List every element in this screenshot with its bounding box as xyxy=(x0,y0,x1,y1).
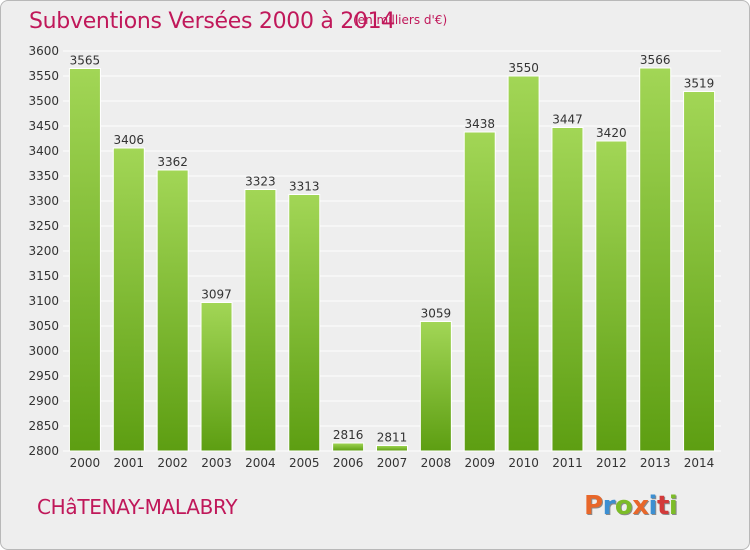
y-tick-label: 2950 xyxy=(28,369,59,383)
y-tick-label: 3150 xyxy=(28,269,59,283)
y-tick-label: 3100 xyxy=(28,294,59,308)
y-tick-label: 3200 xyxy=(28,244,59,258)
x-tick-label-2009: 2009 xyxy=(464,456,495,470)
y-tick-label: 2900 xyxy=(28,394,59,408)
bar-2009 xyxy=(463,131,496,452)
bar-2003 xyxy=(200,302,233,452)
bar-2010 xyxy=(507,75,540,452)
x-tick-label-2008: 2008 xyxy=(421,456,452,470)
bar-2002 xyxy=(156,169,189,452)
bar-2006 xyxy=(332,442,365,452)
bar-2005 xyxy=(288,194,321,452)
value-label-2000: 3565 xyxy=(70,54,101,68)
value-label-2013: 3566 xyxy=(640,53,671,67)
y-tick-label: 2850 xyxy=(28,419,59,433)
x-tick-label-2005: 2005 xyxy=(289,456,320,470)
commune-name: CHâTENAY-MALABRY xyxy=(37,495,238,519)
logo-letter: t xyxy=(656,491,669,521)
x-tick-label-2007: 2007 xyxy=(377,456,408,470)
logo-letter: i xyxy=(668,491,678,521)
bar-2014 xyxy=(683,91,716,452)
y-tick-label: 3300 xyxy=(28,194,59,208)
value-label-2004: 3323 xyxy=(245,175,276,189)
y-tick-label: 3050 xyxy=(28,319,59,333)
y-axis-ticks: 2800 2850 2900 2950 3000 3050 3100 3150 3200 3250… xyxy=(28,44,59,458)
proxiti-logo: Proxiti xyxy=(584,491,678,521)
bar-2011 xyxy=(551,127,584,452)
value-label-2012: 3420 xyxy=(596,126,627,140)
x-axis-ticks: 2000 2001 2002 2003 2004 2005 2006 2007 2008 2009… xyxy=(70,456,715,470)
y-tick-label: 3350 xyxy=(28,169,59,183)
x-tick-label-2006: 2006 xyxy=(333,456,364,470)
bar-2012 xyxy=(595,140,628,452)
x-tick-label-2002: 2002 xyxy=(157,456,188,470)
y-tick-label: 3600 xyxy=(28,44,59,58)
bar-2013 xyxy=(639,67,672,452)
logo-letter: x xyxy=(632,491,649,521)
x-tick-label-2000: 2000 xyxy=(70,456,101,470)
logo-letter: P xyxy=(584,491,603,521)
value-label-2005: 3313 xyxy=(289,180,320,194)
value-label-2001: 3406 xyxy=(114,133,145,147)
x-tick-label-2014: 2014 xyxy=(684,456,715,470)
bar-2008 xyxy=(419,321,452,452)
bar-2000 xyxy=(68,68,101,452)
value-label-2003: 3097 xyxy=(201,288,232,302)
value-label-2006: 2816 xyxy=(333,428,364,442)
value-label-2010: 3550 xyxy=(508,61,539,75)
logo-letter: i xyxy=(648,491,658,521)
value-labels: 3565 3406 3362 3097 3323 3313 2816 2811 3059 3438… xyxy=(70,53,715,445)
value-label-2009: 3438 xyxy=(464,117,495,131)
bar-2007 xyxy=(376,445,408,452)
y-tick-label: 3550 xyxy=(28,69,59,83)
chart-title: Subventions Versées 2000 à 2014 xyxy=(29,9,396,34)
y-tick-label: 3000 xyxy=(28,344,59,358)
x-tick-label-2001: 2001 xyxy=(114,456,145,470)
x-tick-label-2013: 2013 xyxy=(640,456,671,470)
value-label-2007: 2811 xyxy=(377,431,408,445)
x-tick-label-2010: 2010 xyxy=(508,456,539,470)
logo-letter: o xyxy=(614,491,633,521)
value-label-2011: 3447 xyxy=(552,113,583,127)
x-tick-label-2003: 2003 xyxy=(201,456,232,470)
bar-2001 xyxy=(112,147,145,452)
y-tick-label: 3500 xyxy=(28,94,59,108)
value-label-2014: 3519 xyxy=(684,77,715,91)
y-tick-label: 2800 xyxy=(28,444,59,458)
bars xyxy=(68,67,716,452)
logo-letter: r xyxy=(602,491,616,521)
y-tick-label: 3450 xyxy=(28,119,59,133)
value-label-2002: 3362 xyxy=(157,155,188,169)
chart-unit-label: (en milliers d'€) xyxy=(353,13,448,27)
value-label-2008: 3059 xyxy=(421,307,452,321)
y-tick-label: 3400 xyxy=(28,144,59,158)
y-tick-label: 3250 xyxy=(28,219,59,233)
x-tick-label-2004: 2004 xyxy=(245,456,276,470)
bar-2004 xyxy=(244,189,277,452)
x-tick-label-2011: 2011 xyxy=(552,456,583,470)
x-tick-label-2012: 2012 xyxy=(596,456,627,470)
